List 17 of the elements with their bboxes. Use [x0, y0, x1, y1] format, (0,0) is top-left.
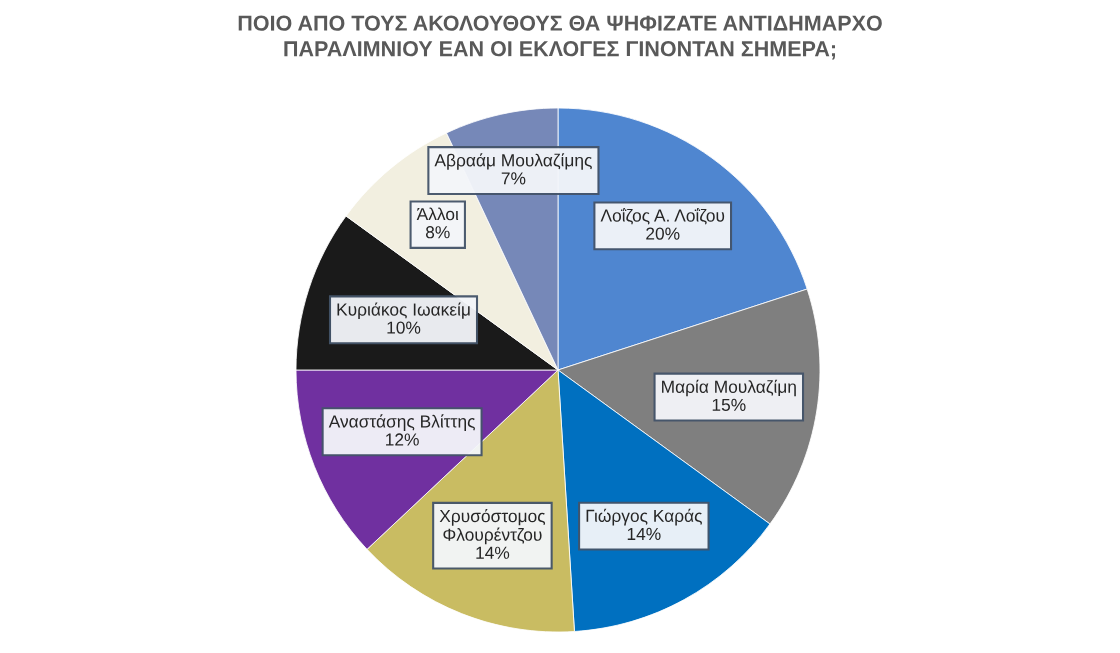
slice-label: Άλλοι	[416, 207, 459, 221]
chart-title: ΠΟΙΟ ΑΠΟ ΤΟΥΣ ΑΚΟΛΟΥΘΟΥΣ ΘΑ ΨΗΦΙΖΑΤΕ ΑΝΤΙΔΗΜΑΡΧΟ ΠΑΡΑΛΙΜΝΙΟΥ ΕΑΝ ΟΙ ΕΚΛΟΓΕΣ ΓΙΝΟΝΤΑΝ ΣΗΜΕΡΑ;	[238, 15, 882, 60]
data-label: 12%	[386, 433, 419, 446]
slice-label: Λοΐζος Α. Λοΐζου	[600, 207, 725, 225]
data-label: 10%	[387, 321, 421, 334]
slice-label: Χρυσόστομος Φλουρέντζου	[439, 508, 546, 545]
data-label: 7%	[501, 172, 526, 185]
slice-label: Αβραάμ Μουλαζίμης	[434, 153, 592, 170]
data-label: 20%	[646, 227, 680, 240]
data-label: 14%	[476, 546, 510, 559]
data-label: 15%	[712, 398, 746, 411]
slice-label: Αναστάσης Βλίττης	[328, 414, 475, 432]
slice-label: Γιώργος Καράς	[586, 508, 702, 526]
data-label: 8%	[425, 226, 450, 239]
data-label: 14%	[627, 527, 661, 540]
slice-label: Μαρία Μουλαζίμη	[662, 379, 796, 397]
slice-label: Κυριάκος Ιωακείμ	[337, 302, 470, 320]
